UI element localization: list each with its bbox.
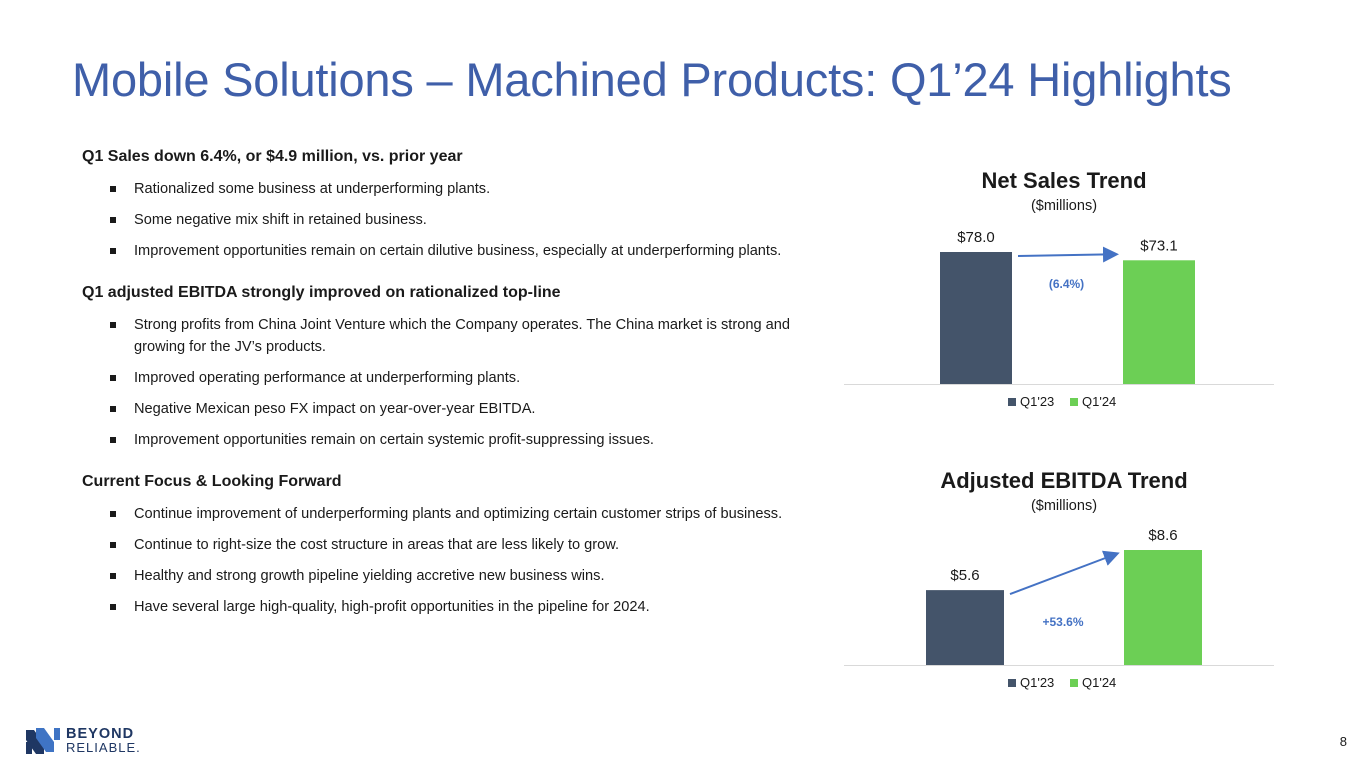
square-bullet-icon <box>110 604 116 610</box>
bar-value-label: $5.6 <box>950 567 979 584</box>
chart-title: Net Sales Trend <box>981 168 1146 193</box>
bullet-item: Healthy and strong growth pipeline yield… <box>82 565 812 587</box>
legend-swatch <box>1008 679 1016 687</box>
section-ebitda: Q1 adjusted EBITDA strongly improved on … <box>82 284 812 451</box>
legend-label: Q1'24 <box>1082 675 1116 690</box>
bullet-item: Improvement opportunities remain on cert… <box>82 429 812 451</box>
bullet-text: Have several large high-quality, high-pr… <box>134 599 650 615</box>
bullet-text: Improved operating performance at underp… <box>134 370 521 386</box>
bullet-item: Continue to right-size the cost structur… <box>82 534 812 556</box>
square-bullet-icon <box>110 248 116 254</box>
bullet-item: Continue improvement of underperforming … <box>82 503 812 525</box>
logo-line2: RELIABLE. <box>66 740 141 755</box>
bar-value-label: $8.6 <box>1148 527 1177 544</box>
bullet-list: Strong profits from China Joint Venture … <box>82 314 812 451</box>
bar-q123 <box>926 590 1004 665</box>
bullet-item: Improvement opportunities remain on cert… <box>82 240 812 262</box>
square-bullet-icon <box>110 511 116 517</box>
square-bullet-icon <box>110 573 116 579</box>
section-sales: Q1 Sales down 6.4%, or $4.9 million, vs.… <box>82 148 812 262</box>
legend-swatch <box>1070 679 1078 687</box>
adjusted-ebitda-chart: Adjusted EBITDA Trend ($millions) $5.6 $8.6… <box>844 468 1274 690</box>
section-focus: Current Focus & Looking Forward Continue… <box>82 473 812 618</box>
bullet-text: Continue improvement of underperforming … <box>134 506 783 522</box>
square-bullet-icon <box>110 322 116 328</box>
square-bullet-icon <box>110 406 116 412</box>
bullet-item: Have several large high-quality, high-pr… <box>82 596 812 618</box>
logo-wordmark: BEYOND RELIABLE. <box>66 726 141 755</box>
bar-q123 <box>940 252 1012 384</box>
section-heading: Current Focus & Looking Forward <box>82 473 342 490</box>
square-bullet-icon <box>110 375 116 381</box>
section-heading: Q1 Sales down 6.4%, or $4.9 million, vs.… <box>82 148 463 165</box>
highlights-text: Q1 Sales down 6.4%, or $4.9 million, vs.… <box>82 148 812 640</box>
bullet-item: Rationalized some business at underperfo… <box>82 178 812 200</box>
bullet-item: Some negative mix shift in retained busi… <box>82 209 812 231</box>
change-percent-label: (6.4%) <box>1049 277 1084 291</box>
change-arrow <box>1017 246 1119 263</box>
bullet-item: Negative Mexican peso FX impact on year-… <box>82 398 812 420</box>
net-sales-chart: Net Sales Trend ($millions) $78.0 $73.1 (6.4… <box>844 168 1274 409</box>
legend-label: Q1'24 <box>1082 394 1116 409</box>
slide-title: Mobile Solutions – Machined Products: Q1… <box>72 53 1232 106</box>
bar-q124 <box>1123 260 1195 384</box>
bullet-list: Rationalized some business at underperfo… <box>82 178 812 262</box>
legend-label: Q1'23 <box>1020 675 1054 690</box>
square-bullet-icon <box>110 217 116 223</box>
bullet-text: Improvement opportunities remain on cert… <box>134 243 782 259</box>
bullet-text: Rationalized some business at underperfo… <box>134 181 491 197</box>
chart-subtitle: ($millions) <box>1031 498 1097 514</box>
legend-swatch <box>1070 398 1078 406</box>
bullet-list: Continue improvement of underperforming … <box>82 503 812 618</box>
bullet-item: Improved operating performance at underp… <box>82 367 812 389</box>
chart-title: Adjusted EBITDA Trend <box>940 468 1187 493</box>
change-arrow <box>1009 550 1120 596</box>
square-bullet-icon <box>110 437 116 443</box>
legend-swatch <box>1008 398 1016 406</box>
bar-q124 <box>1124 550 1202 665</box>
section-heading: Q1 adjusted EBITDA strongly improved on … <box>82 284 561 301</box>
page-number: 8 <box>1339 734 1347 749</box>
bar-value-label: $78.0 <box>957 229 995 246</box>
bullet-text: Continue to right-size the cost structur… <box>134 537 620 553</box>
legend-label: Q1'23 <box>1020 394 1054 409</box>
bullet-text: Strong profits from China Joint Venture … <box>134 317 790 355</box>
bullet-item: Strong profits from China Joint Venture … <box>82 314 812 358</box>
change-percent-label: +53.6% <box>1042 615 1083 629</box>
bullet-text: Healthy and strong growth pipeline yield… <box>134 568 605 584</box>
bullet-text: Improvement opportunities remain on cert… <box>134 432 654 448</box>
logo-line1: BEYOND <box>66 726 135 742</box>
beyond-reliable-logo-icon <box>26 728 60 754</box>
square-bullet-icon <box>110 542 116 548</box>
square-bullet-icon <box>110 186 116 192</box>
chart-subtitle: ($millions) <box>1031 198 1097 214</box>
bullet-text: Some negative mix shift in retained busi… <box>134 212 427 228</box>
bullet-text: Negative Mexican peso FX impact on year-… <box>134 401 536 417</box>
company-logo: BEYOND RELIABLE. <box>24 726 141 756</box>
bar-value-label: $73.1 <box>1140 237 1178 254</box>
